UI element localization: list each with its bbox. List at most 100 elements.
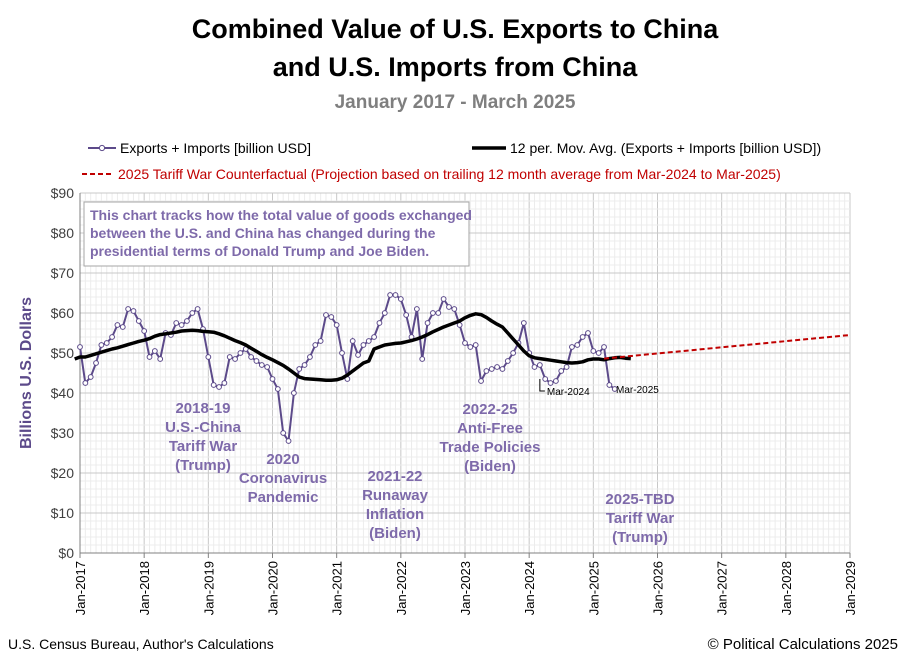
data-point-exports-imports [205,354,212,360]
data-point-exports-imports [563,364,570,370]
data-point-exports-imports [611,386,618,392]
chart-subtitle: January 2017 - March 2025 [334,92,576,113]
data-point-exports-imports [451,306,458,312]
data-point-exports-imports [253,358,260,364]
data-point-exports-imports [424,320,431,326]
x-tick-label: Jan-2028 [779,561,794,615]
data-point-exports-imports [483,368,490,374]
data-point-exports-imports [216,384,222,390]
data-point-exports-imports [178,322,185,328]
x-tick-label: Jan-2019 [201,561,216,615]
y-tick-label: $20 [51,465,75,481]
y-tick-label: $30 [51,425,75,441]
data-point-exports-imports [606,382,613,388]
annotation-covid: Coronavirus [239,470,327,487]
data-point-exports-imports [119,324,126,330]
data-point-exports-imports [210,382,217,388]
annotation-box-line: This chart tracks how the total value of… [90,207,472,223]
data-point-exports-imports [141,328,148,334]
series-line-moving-average [74,312,631,382]
legend-label-exports-imports: Exports + Imports [billion USD] [120,140,311,156]
data-point-exports-imports [419,356,426,362]
data-point-exports-imports [103,340,110,346]
data-point-exports-imports [360,342,367,348]
annotation-tariff-2018: 2018-19 [175,400,230,417]
data-point-exports-imports [536,362,543,368]
annotation-box-line: between the U.S. and China has changed d… [90,225,436,241]
data-point-exports-imports [264,364,271,370]
data-point-exports-imports [93,360,99,366]
y-tick-label: $70 [51,265,75,281]
annotation-box-line: presidential terms of Donald Trump and J… [90,243,429,259]
data-point-exports-imports [553,378,559,384]
data-point-exports-imports [467,344,474,350]
data-point-exports-imports [290,390,297,396]
data-point-exports-imports [82,380,89,386]
annotation-inflation: 2021-22 [367,468,422,485]
data-point-exports-imports [371,334,377,340]
data-point-exports-imports [237,350,244,356]
legend-label-projection: 2025 Tariff War Counterfactual (Projecti… [118,166,781,182]
annotation-antifree-trade: (Biden) [464,458,516,475]
data-point-exports-imports [472,342,479,348]
data-point-exports-imports [403,312,410,318]
data-point-exports-imports [430,310,436,316]
data-point-exports-imports [151,348,158,354]
x-tick-label: Jan-2020 [266,561,281,615]
data-point-exports-imports [585,330,591,336]
data-point-exports-imports [569,344,575,350]
data-point-exports-imports [376,320,383,326]
data-point-exports-imports [595,350,602,356]
copyright-note: © Political Calculations 2025 [707,636,898,653]
data-point-exports-imports [590,348,597,354]
data-point-exports-imports [312,342,319,348]
data-point-exports-imports [574,342,581,348]
source-note: U.S. Census Bureau, Author's Calculation… [8,636,274,652]
data-point-exports-imports [232,356,238,362]
data-label-leader [539,379,545,392]
data-point-exports-imports [499,366,506,372]
annotation-covid: 2020 [266,451,299,468]
x-tick-label: Jan-2023 [458,561,473,615]
annotation-box [83,201,470,267]
data-point-exports-imports [248,354,255,360]
annotation-inflation: Runaway [362,487,429,504]
chart-title-line1: Combined Value of U.S. Exports to China [191,14,719,44]
data-point-exports-imports [547,380,554,386]
data-label-mar-2025: Mar-2025 [616,385,659,396]
annotation-antifree-trade: Anti-Free [457,420,523,437]
data-point-exports-imports [146,354,153,360]
data-point-exports-imports [98,342,105,348]
data-point-exports-imports [323,312,329,318]
data-point-exports-imports [387,292,394,298]
data-point-exports-imports [307,354,313,360]
series-line-projection [603,334,851,360]
y-tick-label: $10 [51,505,75,521]
data-point-exports-imports [333,322,340,328]
data-point-exports-imports [157,356,164,362]
data-point-exports-imports [296,366,303,372]
y-tick-label: $0 [58,545,74,561]
data-point-exports-imports [301,362,308,368]
data-point-exports-imports [478,378,484,384]
data-point-exports-imports [462,340,468,346]
data-point-exports-imports [488,366,495,372]
legend-swatch-marker [98,144,106,152]
y-tick-label: $50 [51,345,75,361]
x-tick-label: Jan-2026 [651,561,666,615]
x-tick-label: Jan-2017 [73,561,88,615]
data-point-exports-imports [355,352,361,358]
data-point-exports-imports [221,380,228,386]
y-tick-label: $90 [51,185,75,201]
data-point-exports-imports [77,344,83,350]
data-point-exports-imports [135,318,142,324]
data-point-exports-imports [365,338,372,344]
data-point-exports-imports [510,350,517,356]
data-point-exports-imports [87,374,94,380]
data-point-exports-imports [194,306,201,312]
data-point-exports-imports [601,344,607,350]
annotation-tariff-2018: Tariff War [169,438,237,455]
annotation-inflation: (Biden) [369,525,421,542]
data-point-exports-imports [184,318,190,324]
